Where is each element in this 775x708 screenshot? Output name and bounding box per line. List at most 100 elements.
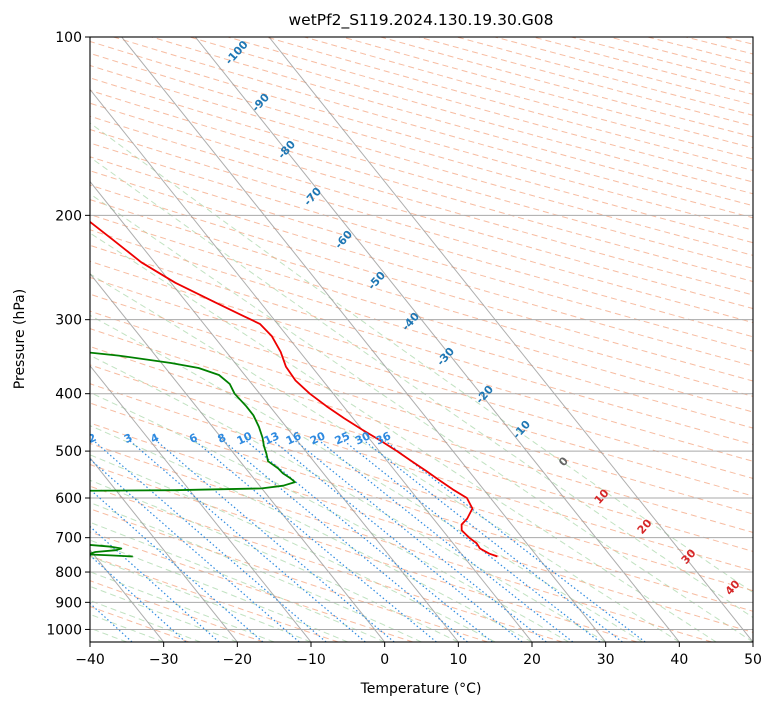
plot-frame [89, 36, 754, 643]
moist-adiabat-line [90, 425, 533, 642]
adiabat-label: 40 [723, 577, 743, 597]
moist-adiabat-line [90, 502, 422, 642]
isotherm-line [90, 88, 533, 642]
mixing-ratio-label: 20 [308, 429, 328, 447]
y-tick-label: 200 [55, 208, 82, 224]
line-labels: -100-90-80-70-60-50-40-30-20-10010203040… [0, 38, 743, 598]
moist-adiabat-line [90, 193, 753, 642]
moist-adiabat-line [90, 122, 753, 594]
moist-adiabats [90, 122, 753, 642]
adiabat-label: 20 [635, 516, 655, 536]
isotherm-line [121, 37, 607, 642]
dry-adiabat-line [266, 37, 753, 171]
dry-adiabat-line [90, 580, 264, 642]
moist-adiabat-line [90, 521, 385, 642]
mixing-ratio-line [93, 440, 327, 642]
mixing-ratio-line [90, 458, 300, 642]
mixing-ratio-line [222, 440, 468, 642]
moist-adiabat-line [90, 555, 312, 642]
mixing-ratio-label: 0.6 [0, 428, 5, 448]
adiabat-label: -20 [473, 383, 496, 407]
x-tick-label: 40 [670, 652, 688, 668]
x-axis-label: Temperature (°C) [360, 681, 482, 697]
mixing-ratio-line [245, 440, 493, 642]
y-tick-label: 400 [55, 387, 82, 403]
moist-adiabat-line [90, 479, 459, 642]
y-axis-label: Pressure (hPa) [12, 289, 28, 389]
y-tick-label: 600 [55, 491, 82, 507]
mixing-ratio-line [90, 525, 220, 642]
mixing-ratio-label: 13 [262, 429, 281, 447]
x-tick-label: −10 [296, 652, 326, 668]
dry-adiabat-line [90, 40, 753, 231]
adiabat-label: 10 [592, 486, 612, 506]
dry-adiabat-line [571, 37, 753, 85]
dry-adiabat-line [151, 37, 753, 207]
isotherm-line [90, 272, 386, 642]
adiabat-label: -30 [434, 345, 457, 369]
mixing-ratio-label: 10 [235, 429, 255, 447]
dry-adiabat-line [90, 199, 753, 397]
dry-adiabat-line [90, 328, 753, 533]
mixing-ratio-label: 4 [149, 431, 162, 446]
x-tick-label: −20 [223, 652, 253, 668]
moist-adiabat-line [90, 354, 606, 642]
isotherm-line [268, 37, 753, 642]
moist-adiabat-line [90, 232, 717, 642]
dry-adiabat-line [90, 184, 753, 382]
mixing-ratio-line [90, 554, 187, 642]
dry-adiabat-line [90, 229, 753, 429]
dry-adiabat-line [342, 37, 753, 149]
adiabat-label: -90 [249, 91, 272, 115]
dry-adiabat-line [90, 115, 753, 310]
moist-adiabat-line [90, 391, 570, 642]
sounding-series [90, 220, 498, 558]
mixing-ratio-label: 1 [28, 431, 40, 446]
mixing-ratio-line [343, 440, 601, 642]
mixing-ratio-line [90, 488, 264, 642]
dry-adiabat-line [90, 402, 753, 612]
mixing-ratio-label: 3 [122, 431, 134, 446]
moist-adiabat-line [90, 571, 275, 642]
dry-adiabat-line [762, 37, 775, 642]
chart-title: wetPf2_S119.2024.130.19.30.G08 [289, 11, 554, 30]
pressure-gridlines [90, 37, 753, 630]
dry-adiabat-line [90, 156, 753, 352]
x-tick-label: 0 [380, 652, 389, 668]
dry-adiabat-line [90, 383, 753, 592]
x-tick-label: −40 [75, 652, 105, 668]
x-tick-label: 20 [523, 652, 541, 668]
dry-adiabat-line [380, 37, 753, 138]
isotherm-line [90, 180, 459, 642]
dewpoint-line [90, 351, 296, 558]
mixing-ratio-line [90, 602, 133, 642]
x-tick-label: 10 [449, 652, 467, 668]
x-axis-ticks: −40 −30 −20 −10 0 10 20 30 40 50 [75, 642, 762, 668]
adiabat-label: -60 [332, 228, 355, 252]
dry-adiabat-line [90, 276, 753, 479]
moist-adiabat-line [90, 585, 238, 642]
mixing-ratio-line [384, 440, 646, 642]
dry-adiabat-line [90, 531, 414, 642]
dry-adiabat-line [723, 37, 753, 45]
moist-adiabat-line [90, 454, 496, 642]
dry-adiabat-line [90, 364, 753, 572]
mixing-ratio-label: 36 [374, 429, 394, 447]
dry-adiabats [90, 37, 775, 642]
adiabat-label: -10 [510, 418, 533, 442]
mixing-ratio-label: 25 [333, 429, 352, 447]
dry-adiabat-line [90, 345, 753, 552]
adiabat-label: 30 [679, 546, 699, 566]
temperature-line [90, 220, 498, 558]
mixing-ratio-lines [90, 440, 646, 642]
y-tick-label: 300 [55, 313, 82, 329]
dry-adiabat-line [304, 37, 753, 160]
mixing-ratio-label: 2 [86, 431, 98, 446]
dry-adiabat-line [90, 485, 563, 642]
x-tick-label: −30 [149, 652, 179, 668]
mixing-ratio-line [294, 440, 547, 642]
x-tick-label: 50 [744, 652, 762, 668]
isotherm-line [194, 37, 680, 642]
moist-adiabat-line [90, 156, 753, 619]
